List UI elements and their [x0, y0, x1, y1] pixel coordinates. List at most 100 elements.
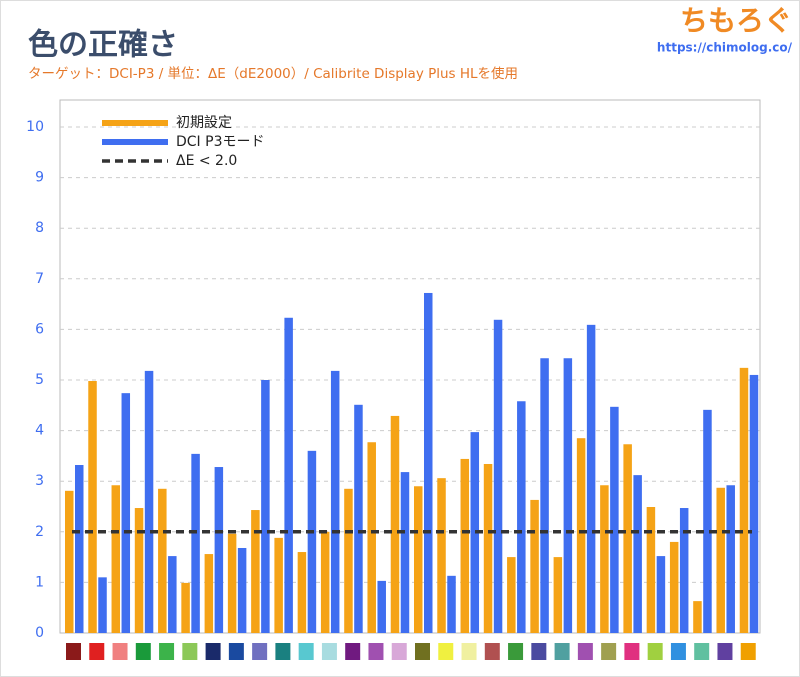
y-tick-label: 4 — [35, 423, 44, 439]
legend-label: DCI P3モード — [176, 134, 264, 150]
bar — [563, 358, 573, 633]
bar — [251, 510, 260, 633]
bar — [274, 537, 283, 633]
category-swatch — [577, 643, 593, 660]
bar — [633, 475, 642, 633]
bar — [344, 488, 353, 633]
bar — [586, 324, 596, 633]
bar — [204, 554, 214, 633]
bar — [437, 478, 446, 633]
bar — [111, 485, 121, 633]
bar — [414, 486, 423, 633]
category-swatch — [554, 643, 570, 660]
category-swatch — [717, 643, 733, 660]
category-swatch — [647, 643, 663, 660]
bar — [121, 393, 131, 633]
chart-subtitle: ターゲット：DCI-P3 / 単位：ΔE（dE2000）/ Calibrite … — [28, 65, 518, 82]
bar — [320, 531, 330, 633]
category-swatch — [415, 643, 430, 660]
bar — [191, 453, 200, 633]
bar — [517, 401, 526, 633]
bar — [307, 450, 317, 633]
chart-title: 色の正確さ — [28, 28, 178, 63]
bar — [237, 547, 247, 633]
bar — [460, 458, 470, 633]
category-swatch — [391, 643, 407, 660]
bar — [227, 533, 237, 633]
bar — [158, 488, 167, 633]
category-swatch — [205, 643, 221, 660]
bar — [261, 380, 270, 633]
y-tick-label: 8 — [35, 220, 44, 236]
bar — [390, 415, 400, 633]
bar — [297, 552, 307, 633]
category-swatch — [321, 643, 337, 660]
y-tick-label: 0 — [35, 625, 44, 641]
bar — [739, 367, 749, 633]
plot-area — [59, 99, 761, 634]
bar — [88, 381, 97, 633]
watermark-url: https://chimolog.co/ — [657, 41, 793, 55]
category-swatch — [740, 643, 756, 660]
bar — [377, 580, 386, 633]
bar — [576, 438, 586, 633]
bar — [214, 467, 224, 633]
bar — [367, 442, 376, 633]
y-tick-label: 7 — [35, 271, 44, 287]
bar — [493, 319, 503, 633]
category-swatch — [694, 643, 710, 660]
bar — [330, 370, 340, 633]
bar — [181, 582, 190, 633]
bar — [726, 485, 735, 633]
bar — [540, 358, 549, 633]
bar — [98, 577, 107, 633]
legend-swatch — [102, 139, 168, 145]
bar — [623, 444, 632, 633]
bar — [600, 485, 609, 633]
y-tick-label: 2 — [35, 524, 44, 540]
bar — [470, 432, 480, 633]
category-swatch — [368, 643, 384, 660]
y-tick-label: 10 — [26, 119, 44, 135]
y-tick-label: 1 — [35, 574, 44, 590]
bar — [610, 406, 619, 633]
bar — [507, 557, 516, 633]
category-swatch — [461, 643, 477, 660]
category-swatch — [298, 643, 314, 660]
bar — [65, 490, 74, 633]
bar — [75, 465, 84, 633]
category-swatch — [89, 643, 105, 660]
category-swatch — [159, 643, 175, 660]
bar — [693, 601, 702, 633]
y-tick-label: 5 — [35, 372, 44, 388]
category-swatch — [438, 643, 454, 660]
bar — [483, 463, 493, 633]
category-swatch — [624, 643, 640, 660]
bar — [669, 541, 679, 633]
bar — [354, 404, 363, 633]
category-swatch — [66, 643, 81, 660]
legend-label: ΔE < 2.0 — [176, 153, 237, 169]
bar — [716, 487, 725, 633]
bar — [530, 499, 539, 633]
watermark: ちもろぐ — [680, 4, 792, 37]
bar — [646, 507, 656, 633]
category-swatch — [228, 643, 244, 660]
bar — [703, 409, 712, 633]
bar — [168, 556, 177, 633]
category-swatch — [112, 643, 128, 660]
category-swatch — [484, 643, 500, 660]
category-swatch — [531, 643, 547, 660]
y-tick-label: 9 — [35, 170, 44, 186]
category-swatch — [252, 643, 268, 660]
y-tick-label: 6 — [35, 321, 44, 337]
y-tick-label: 3 — [35, 473, 44, 489]
category-swatch — [670, 643, 686, 660]
bar — [400, 472, 410, 633]
bar — [679, 508, 689, 633]
bar — [284, 317, 293, 633]
bar — [144, 370, 154, 633]
legend-swatch — [102, 120, 168, 126]
